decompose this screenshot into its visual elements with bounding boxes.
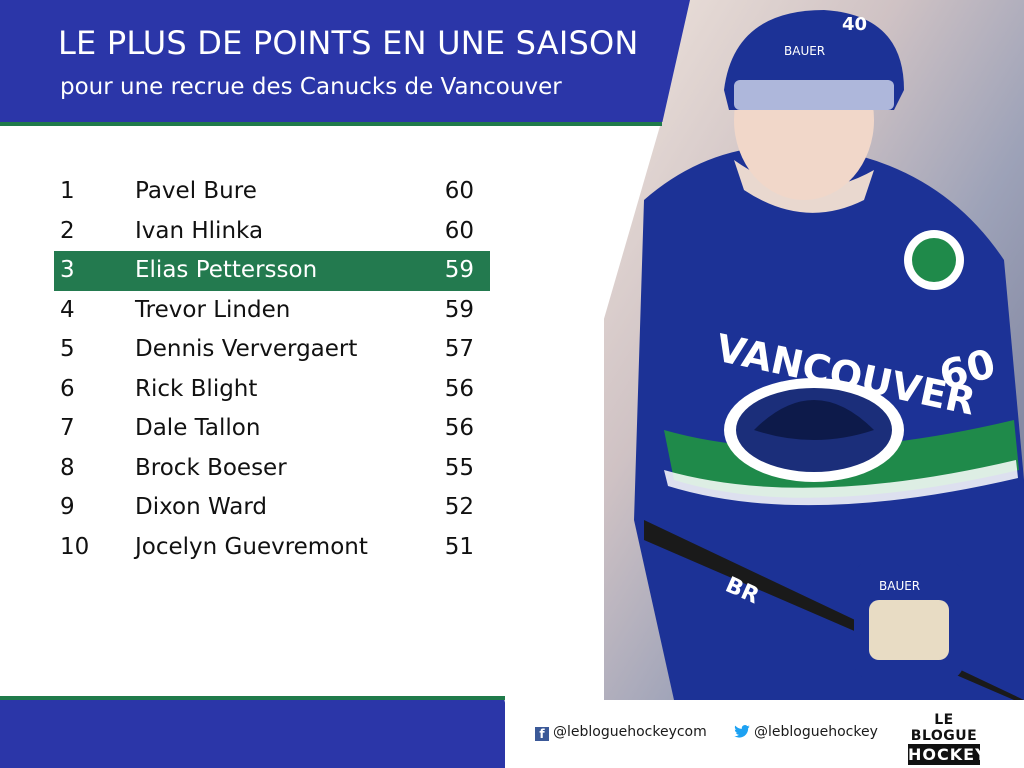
helmet-brand: BAUER: [784, 44, 825, 58]
glove-brand: BAUER: [879, 579, 920, 593]
ranking-row-highlighted: 3 Elias Pettersson 59: [54, 251, 490, 291]
player-name: Rick Blight: [135, 375, 258, 402]
rank-number: 8: [60, 454, 75, 481]
header-accent-line: [0, 122, 662, 126]
brand-logo: LE BLOGUE HOCKEY: [908, 712, 988, 765]
player-points: 56: [444, 415, 474, 441]
player-points: 59: [444, 257, 474, 283]
footer-accent-line: [0, 696, 505, 700]
ranking-row: 2 Ivan Hlinka 60: [54, 212, 490, 252]
player-points: 59: [444, 296, 474, 323]
player-points: 55: [444, 454, 474, 481]
ranking-row: 8 Brock Boeser 55: [54, 449, 490, 489]
player-name: Ivan Hlinka: [135, 217, 264, 244]
facebook-icon: f: [535, 727, 549, 741]
rank-number: 7: [60, 415, 75, 441]
player-name: Brock Boeser: [135, 454, 287, 481]
rank-number: 1: [60, 178, 75, 204]
facebook-handle-text: @lebloguehockeycom: [553, 724, 707, 740]
player-points: 60: [444, 217, 474, 244]
player-name: Dennis Ververgaert: [135, 336, 358, 362]
player-name: Trevor Linden: [135, 296, 291, 323]
ranking-list: 1 Pavel Bure 60 2 Ivan Hlinka 60 3 Elias…: [54, 172, 490, 567]
twitter-icon: [734, 725, 750, 738]
logo-top-text: LE BLOGUE: [910, 712, 978, 744]
rank-number: 2: [60, 217, 75, 244]
twitter-handle-text: @lebloguehockey: [754, 724, 878, 740]
player-name: Elias Pettersson: [135, 257, 318, 283]
player-photo: VANCOUVER 60 40 BAUER BR BAUER: [604, 0, 1024, 700]
helmet-number: 40: [842, 14, 867, 35]
player-points: 56: [444, 375, 474, 402]
rank-number: 9: [60, 494, 75, 520]
rank-number: 10: [60, 533, 90, 560]
logo-bottom-text: HOCKEY: [908, 744, 988, 765]
player-name: Dale Tallon: [135, 415, 261, 441]
ranking-row: 5 Dennis Ververgaert 57: [54, 330, 490, 370]
player-points: 57: [444, 336, 474, 362]
ranking-row: 1 Pavel Bure 60: [54, 172, 490, 212]
ranking-row: 7 Dale Tallon 56: [54, 409, 490, 449]
ranking-row: 6 Rick Blight 56: [54, 370, 490, 410]
player-name: Pavel Bure: [135, 178, 257, 204]
rank-number: 5: [60, 336, 75, 362]
player-name: Jocelyn Guevremont: [135, 533, 368, 560]
twitter-handle[interactable]: @lebloguehockey: [734, 724, 878, 740]
rank-number: 3: [60, 257, 75, 283]
page-subtitle: pour une recrue des Canucks de Vancouver: [60, 74, 562, 100]
player-points: 51: [444, 533, 474, 560]
facebook-handle[interactable]: f @lebloguehockeycom: [535, 724, 707, 741]
page-title: LE PLUS DE POINTS EN UNE SAISON: [58, 24, 639, 62]
player-points: 52: [444, 494, 474, 520]
player-points: 60: [444, 178, 474, 204]
ranking-row: 9 Dixon Ward 52: [54, 488, 490, 528]
rank-number: 6: [60, 375, 75, 402]
rank-number: 4: [60, 296, 75, 323]
ranking-row: 4 Trevor Linden 59: [54, 291, 490, 331]
header-band: [0, 0, 690, 122]
footer-band: [0, 700, 520, 768]
player-name: Dixon Ward: [135, 494, 267, 520]
player-illustration: VANCOUVER 60 40 BAUER BR BAUER: [604, 0, 1024, 700]
ranking-row: 10 Jocelyn Guevremont 51: [54, 528, 490, 568]
